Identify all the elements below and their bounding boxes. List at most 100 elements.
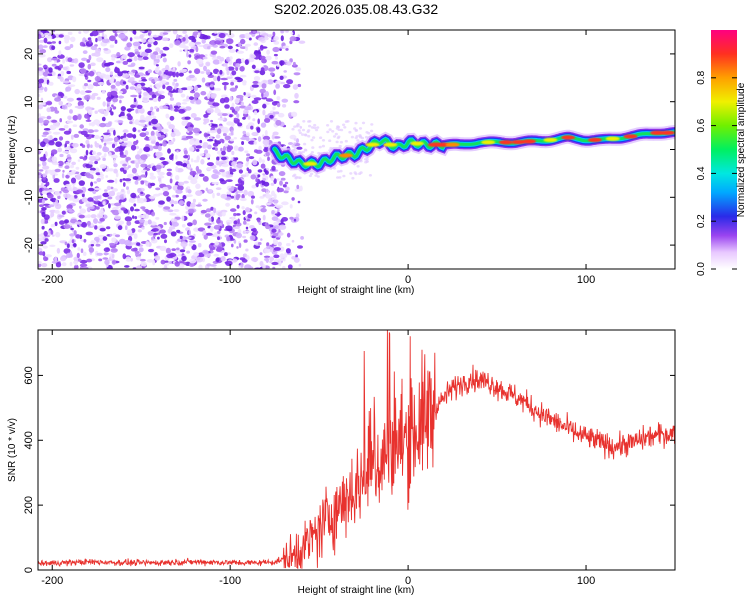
noise-blob: [237, 122, 243, 127]
noise-blob: [173, 209, 180, 212]
noise-blob: [139, 222, 144, 227]
noise-blob: [205, 232, 213, 236]
noise-blob: [298, 263, 302, 267]
noise-blob: [109, 242, 115, 246]
noise-blob: [184, 116, 191, 120]
noise-blob: [141, 261, 147, 267]
noise-blob: [263, 181, 270, 187]
noise-blob: [319, 136, 323, 139]
noise-blob: [40, 97, 44, 102]
noise-blob: [248, 156, 255, 160]
noise-blob: [136, 265, 143, 269]
noise-blob: [108, 258, 114, 261]
noise-blob: [38, 172, 42, 176]
noise-blob: [209, 130, 217, 134]
noise-blob: [276, 178, 280, 181]
noise-blob: [70, 195, 75, 201]
noise-blob: [177, 61, 181, 67]
noise-blob: [176, 229, 181, 233]
noise-blob: [348, 130, 352, 134]
noise-blob: [228, 48, 236, 53]
noise-blob: [343, 126, 347, 129]
noise-blob: [101, 89, 106, 95]
noise-blob: [131, 167, 137, 174]
noise-blob: [251, 184, 257, 189]
noise-blob: [76, 174, 82, 180]
noise-blob: [189, 139, 195, 145]
noise-blob: [140, 191, 144, 195]
noise-blob: [358, 134, 362, 137]
noise-blob: [149, 175, 156, 180]
noise-blob: [233, 145, 239, 151]
noise-blob: [51, 149, 58, 155]
noise-blob: [351, 176, 355, 180]
noise-blob: [202, 34, 209, 40]
colorbar-tick-label: 0.6: [696, 118, 707, 132]
noise-blob: [119, 167, 125, 172]
noise-blob: [96, 252, 103, 256]
noise-blob: [186, 86, 194, 91]
noise-blob: [65, 140, 70, 145]
noise-blob: [291, 239, 295, 243]
noise-blob: [238, 169, 243, 174]
noise-blob: [96, 177, 102, 183]
noise-blob: [66, 208, 73, 211]
noise-blob: [182, 236, 186, 241]
noise-blob: [58, 101, 64, 106]
noise-blob: [59, 153, 64, 158]
noise-blob: [188, 175, 194, 179]
noise-blob: [250, 174, 257, 180]
noise-blob: [124, 216, 133, 222]
noise-blob: [273, 254, 280, 259]
noise-blob: [81, 57, 88, 61]
noise-blob: [226, 222, 230, 226]
noise-blob: [358, 127, 363, 130]
noise-blob: [203, 113, 209, 118]
noise-blob: [99, 227, 106, 232]
noise-blob: [207, 93, 210, 99]
noise-blob: [266, 49, 270, 55]
noise-blob: [114, 66, 118, 72]
noise-blob: [217, 128, 222, 135]
noise-blob: [206, 162, 214, 167]
noise-blob: [218, 160, 222, 167]
noise-blob: [134, 208, 140, 212]
noise-blob: [246, 132, 250, 137]
noise-blob: [260, 163, 266, 169]
noise-blob: [44, 32, 50, 36]
noise-blob: [220, 147, 223, 152]
noise-blob: [63, 130, 71, 135]
noise-blob: [178, 43, 186, 48]
noise-blob: [160, 259, 166, 265]
noise-blob: [292, 148, 296, 152]
noise-blob: [113, 163, 118, 168]
noise-blob: [165, 247, 171, 254]
noise-blob: [273, 247, 281, 251]
noise-blob: [273, 41, 280, 45]
noise-blob: [365, 131, 369, 134]
noise-blob: [163, 221, 167, 226]
noise-blob: [174, 85, 177, 90]
noise-blob: [125, 141, 133, 147]
noise-blob: [339, 140, 343, 144]
noise-blob: [235, 85, 238, 89]
noise-blob: [44, 86, 48, 92]
noise-blob: [45, 254, 52, 258]
noise-blob: [258, 37, 265, 42]
noise-blob: [126, 108, 133, 112]
noise-blob: [212, 192, 215, 199]
noise-blob: [128, 77, 135, 82]
noise-blob: [280, 30, 285, 34]
noise-blob: [106, 226, 111, 230]
noise-blob: [106, 166, 110, 172]
noise-blob: [84, 83, 88, 87]
noise-blob: [272, 199, 279, 204]
noise-blob: [231, 216, 235, 222]
noise-blob: [292, 84, 299, 90]
noise-blob: [99, 73, 107, 79]
noise-blob: [78, 73, 85, 77]
noise-blob: [126, 220, 132, 226]
noise-blob: [172, 30, 178, 35]
noise-blob: [169, 154, 174, 160]
noise-blob: [71, 239, 75, 244]
